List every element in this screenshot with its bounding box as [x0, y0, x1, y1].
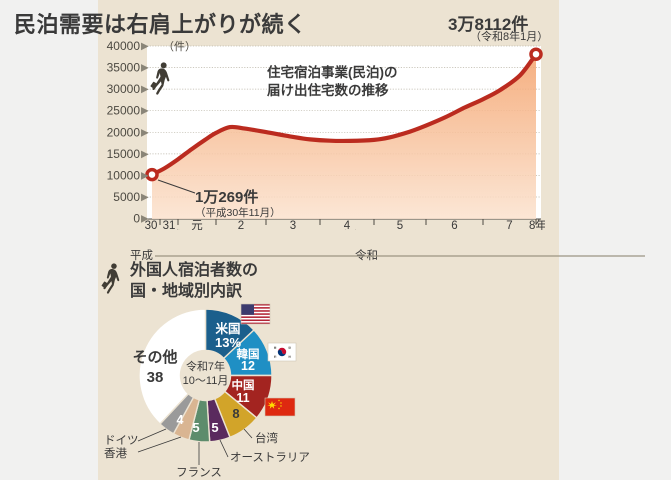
svg-text:ドイツ: ドイツ — [104, 435, 139, 447]
svg-text:フランス: フランス — [176, 467, 222, 479]
svg-text:香港: 香港 — [104, 447, 127, 460]
svg-text:台湾: 台湾 — [255, 431, 278, 445]
svg-text:オーストラリア: オーストラリア — [230, 451, 310, 464]
